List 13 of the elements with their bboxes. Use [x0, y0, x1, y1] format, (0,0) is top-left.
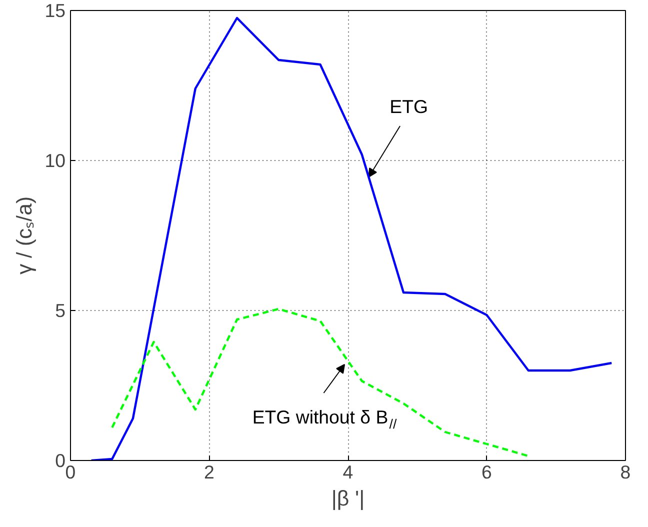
line-series — [111, 308, 530, 458]
x-tick-label: 8 — [620, 462, 631, 482]
y-tick-label: 15 — [44, 0, 66, 21]
x-tick-label: 6 — [482, 462, 492, 482]
x-axis-title: |β '| — [331, 486, 365, 510]
x-tick-label: 4 — [342, 462, 354, 482]
y-tick-label: 10 — [44, 150, 66, 171]
annotation: ETG — [390, 96, 428, 117]
y-axis-title: γ / (cₛ/a) — [12, 196, 37, 275]
x-tick-label: 2 — [204, 462, 214, 482]
line-series — [90, 16, 613, 460]
y-tick-label: 5 — [55, 300, 66, 321]
annotation: ETG without δ B// — [252, 406, 397, 432]
